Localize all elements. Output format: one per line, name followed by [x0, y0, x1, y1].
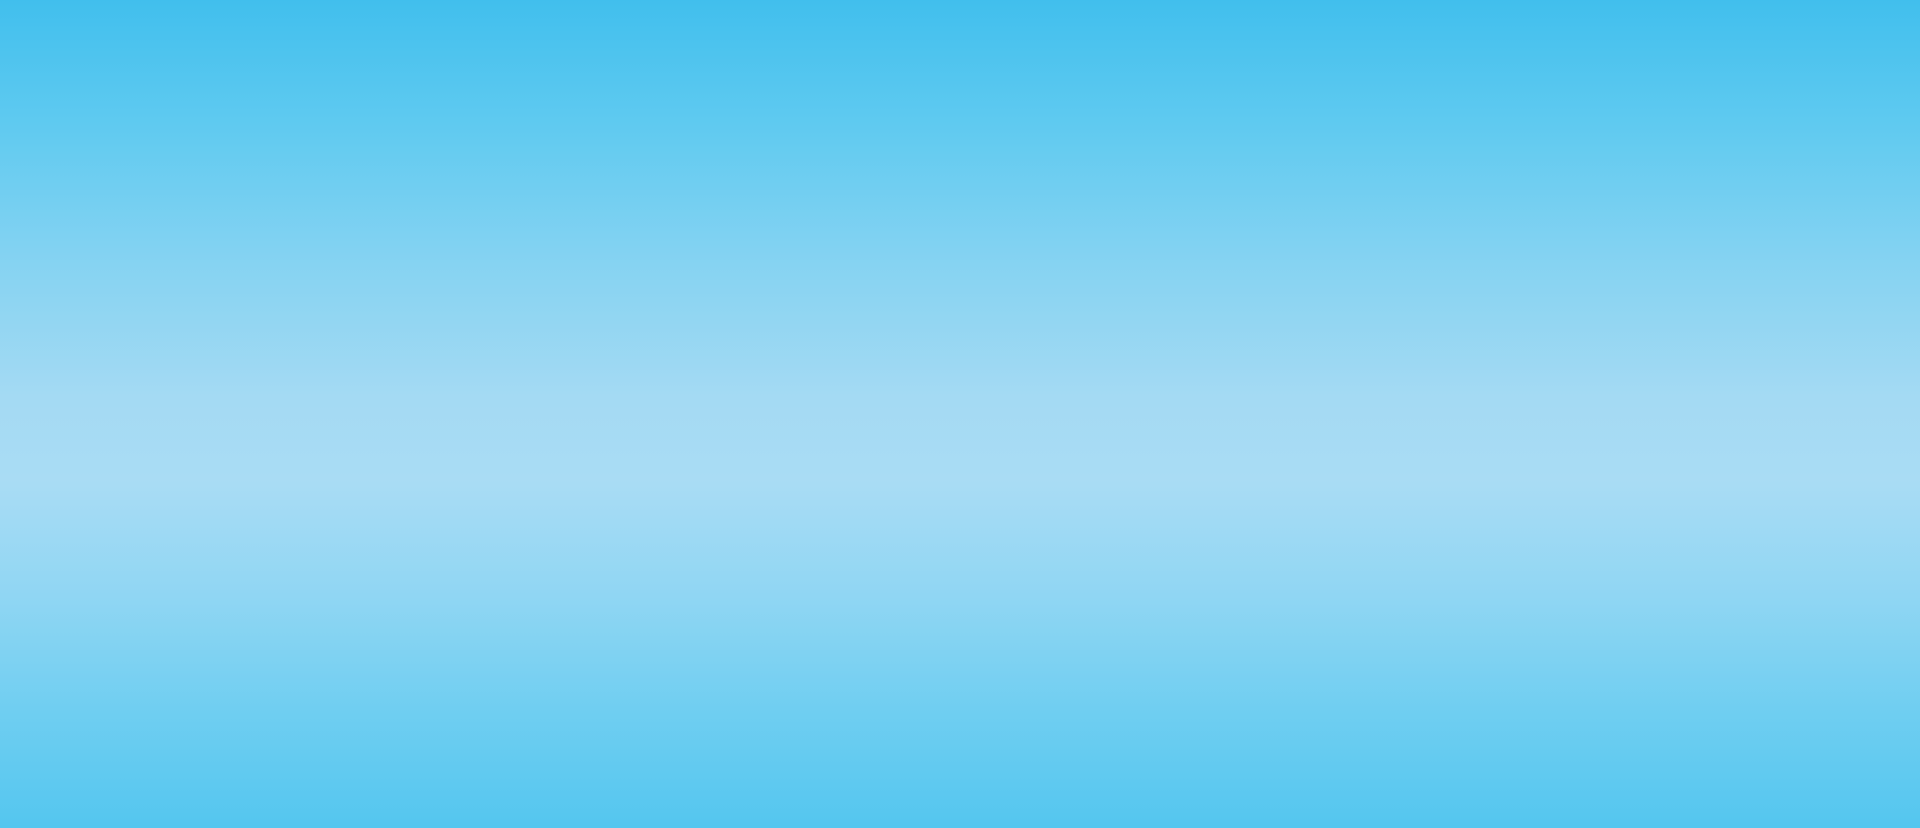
poster-canvas [0, 0, 1920, 828]
atmospheric-transmission-chart [0, 0, 1920, 828]
